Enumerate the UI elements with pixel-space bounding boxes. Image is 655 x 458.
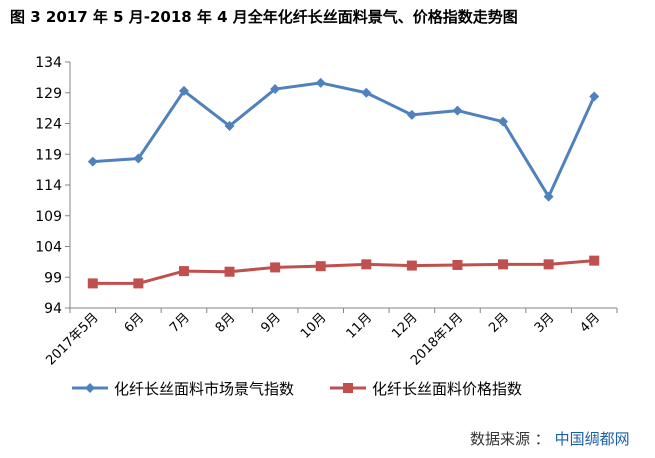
data-point-prosperity (87, 156, 98, 167)
data-point-price (498, 259, 509, 270)
data-point-price (406, 260, 417, 271)
legend-label-prosperity: 化纤长丝面料市场景气指数 (114, 380, 294, 398)
source-label: 数据来源 (470, 430, 531, 448)
x-tick-label: 7月 (167, 310, 193, 336)
series-line-prosperity (92, 81, 596, 199)
data-point-prosperity (543, 191, 554, 202)
y-tick-label: 114 (35, 178, 62, 194)
data-point-price (87, 278, 98, 289)
x-tick-label: 8月 (213, 310, 239, 336)
x-tick-label: 2017年5月 (43, 310, 101, 368)
figure-title: 图 3 2017 年 5 月-2018 年 4 月全年化纤长丝面料景气、价格指数… (10, 8, 518, 26)
data-point-prosperity (452, 105, 463, 116)
data-source: 数据来源 ： 中国绸都网 (470, 428, 630, 449)
y-tick-label: 94 (44, 301, 62, 317)
data-point-price (224, 266, 235, 277)
data-point-price (361, 259, 372, 270)
data-point-price (133, 278, 144, 289)
data-point-price (543, 259, 554, 270)
data-point-prosperity (589, 91, 600, 102)
y-tick-label: 119 (35, 147, 62, 163)
source-separator: ： (534, 430, 550, 448)
chart-series (87, 77, 600, 289)
y-tick-label: 109 (35, 209, 62, 225)
x-tick-label: 6月 (122, 310, 148, 336)
x-tick-label: 3月 (532, 310, 558, 336)
y-tick-label: 99 (44, 270, 62, 286)
data-point-prosperity (315, 77, 326, 88)
x-tick-label: 12月 (389, 310, 420, 341)
legend-marker-price (343, 383, 353, 393)
data-point-prosperity (361, 87, 372, 98)
chart-axes: 94 99 104 109 114 119 124 129 134 2017年5月 6月 7月 8月 9月… (35, 55, 618, 368)
data-point-price (270, 262, 281, 273)
data-point-prosperity (133, 153, 144, 164)
data-point-prosperity (498, 116, 509, 127)
x-tick-label: 4月 (577, 310, 603, 336)
data-point-price (315, 261, 326, 272)
y-tick-label: 124 (35, 117, 62, 133)
x-tick-label: 11月 (344, 310, 375, 341)
data-point-price (178, 266, 189, 277)
source-org: 中国绸都网 (554, 430, 630, 448)
y-tick-label: 104 (35, 240, 62, 256)
chart-legend: 化纤长丝面料市场景气指数 化纤长丝面料价格指数 (72, 380, 522, 398)
x-tick-label: 2月 (486, 310, 512, 336)
x-tick-label: 10月 (298, 310, 329, 341)
data-point-prosperity (224, 120, 235, 131)
data-point-prosperity (270, 84, 281, 95)
data-point-price (589, 255, 600, 266)
y-tick-label: 129 (35, 86, 62, 102)
legend-label-price: 化纤长丝面料价格指数 (372, 380, 522, 398)
data-point-prosperity (178, 85, 189, 96)
data-point-price (452, 259, 463, 270)
y-tick-label: 134 (35, 55, 62, 71)
legend-marker-prosperity (85, 383, 95, 393)
data-point-prosperity (406, 109, 417, 120)
series-line-price (92, 259, 595, 285)
x-tick-label: 9月 (258, 310, 284, 336)
